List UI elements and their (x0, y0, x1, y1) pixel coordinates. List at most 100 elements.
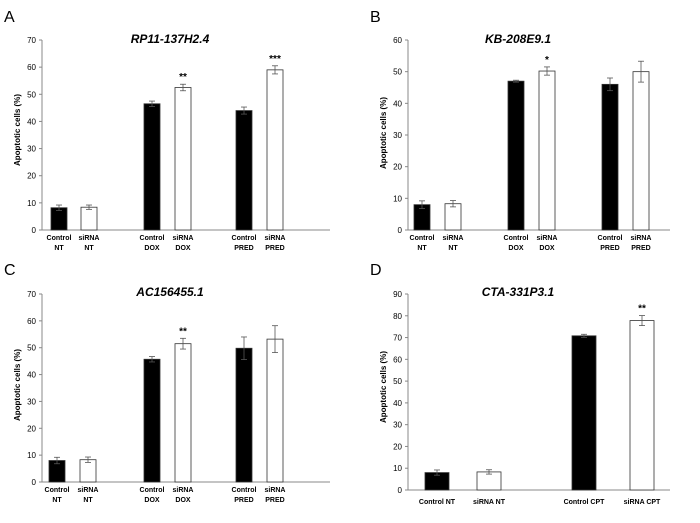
y-tick-label: 30 (27, 397, 36, 406)
panel-letter: D (370, 262, 382, 279)
y-tick-label: 0 (32, 226, 37, 235)
category-label: PRED (234, 497, 253, 504)
y-tick-label: 80 (393, 312, 402, 321)
bar-control (601, 83, 619, 231)
chart-panel-D: D CTA-331P3.1 Apoptotic cells (%) 0 10 20 30 40… (370, 262, 670, 506)
y-tick-label: 10 (27, 451, 36, 460)
category-label: Control (47, 235, 72, 242)
category-label: NT (448, 245, 458, 252)
y-axis-label: Apoptotic cells (%) (13, 94, 22, 166)
y-tick-label: 30 (393, 421, 402, 430)
y-tick-label: 60 (393, 355, 402, 364)
y-tick-label: 60 (27, 63, 36, 72)
bar-sirna (80, 206, 98, 231)
bar-sirna (266, 69, 284, 231)
category-label: DOX (508, 245, 524, 252)
category-label: NT (417, 245, 427, 252)
category-label: Control (232, 235, 257, 242)
category-label: siRNA (172, 487, 193, 494)
category-label: Control (598, 235, 623, 242)
category-label: Control (232, 487, 257, 494)
significance-label: * (545, 55, 549, 66)
y-tick-label: 60 (27, 317, 36, 326)
y-tick-label: 70 (27, 290, 36, 299)
category-label: NT (84, 245, 94, 252)
y-axis-label: Apoptotic cells (%) (13, 349, 22, 421)
bar-sirna (79, 459, 97, 483)
y-tick-label: 20 (393, 442, 402, 451)
category-label: NT (54, 245, 64, 252)
category-label: siRNA (536, 235, 557, 242)
category-label: siRNA (78, 235, 99, 242)
y-tick-label: 20 (27, 424, 36, 433)
y-tick-label: 50 (393, 377, 402, 386)
y-tick-label: 20 (27, 172, 36, 181)
category-label: PRED (234, 245, 253, 252)
significance-label: ** (179, 72, 187, 83)
bar-sirna (538, 70, 556, 231)
chart-title: RP11-137H2.4 (131, 32, 210, 46)
panel-letter: A (4, 9, 15, 26)
y-tick-label: 70 (393, 334, 402, 343)
category-label: NT (83, 497, 93, 504)
y-tick-label: 10 (393, 194, 402, 203)
category-label: siRNA (442, 235, 463, 242)
y-tick-label: 70 (27, 36, 36, 45)
y-tick-label: 40 (27, 117, 36, 126)
bar-control (143, 358, 161, 483)
panel-letter: C (4, 262, 16, 279)
category-label: siRNA (264, 235, 285, 242)
y-tick-label: 40 (393, 99, 402, 108)
bar-control (235, 347, 253, 483)
y-tick-label: 90 (393, 290, 402, 299)
chart-title: CTA-331P3.1 (482, 285, 555, 299)
category-label: Control (504, 235, 529, 242)
chart-panel-A: A RP11-137H2.4 Apoptotic cells (%) 0 10 20 30 4… (4, 9, 330, 252)
chart-title: AC156455.1 (135, 285, 204, 299)
bar-sirna (629, 320, 655, 491)
category-label: Control (45, 487, 70, 494)
y-tick-label: 10 (27, 199, 36, 208)
y-tick-label: 30 (27, 145, 36, 154)
significance-label: ** (179, 326, 187, 337)
bar-control (143, 103, 161, 231)
chart-panel-B: B KB-208E9.1 Apoptotic cells (%) 0 10 20 30 40 5… (370, 9, 670, 252)
category-label: PRED (265, 497, 284, 504)
y-tick-label: 60 (393, 36, 402, 45)
bar-control (571, 335, 597, 491)
y-tick-label: 50 (27, 90, 36, 99)
significance-label: ** (638, 304, 646, 315)
category-label: Control (140, 235, 165, 242)
category-label: PRED (631, 245, 650, 252)
category-label: Control (410, 235, 435, 242)
category-label: Control NT (419, 499, 456, 506)
category-label: siRNA NT (473, 499, 506, 506)
bar-sirna (174, 87, 192, 231)
category-label: siRNA (172, 235, 193, 242)
category-label: Control CPT (564, 499, 606, 506)
bar-sirna (174, 343, 192, 483)
category-label: DOX (144, 497, 160, 504)
category-label: siRNA (77, 487, 98, 494)
category-label: DOX (539, 245, 555, 252)
y-tick-label: 10 (393, 464, 402, 473)
category-label: siRNA (264, 487, 285, 494)
bar-control (507, 80, 525, 231)
bar-sirna (444, 203, 462, 231)
y-tick-label: 50 (393, 68, 402, 77)
bar-sirna (632, 71, 650, 231)
y-tick-label: 30 (393, 131, 402, 140)
bar-control (50, 207, 68, 231)
significance-label: *** (269, 54, 281, 65)
category-label: NT (52, 497, 62, 504)
category-label: siRNA (630, 235, 651, 242)
y-tick-label: 0 (32, 478, 37, 487)
category-label: siRNA CPT (624, 499, 661, 506)
bar-control (235, 110, 253, 231)
category-label: PRED (265, 245, 284, 252)
y-tick-label: 0 (398, 486, 403, 495)
category-label: DOX (175, 497, 191, 504)
chart-panel-C: C AC156455.1 Apoptotic cells (%) 0 10 20 30 40 5… (4, 262, 330, 504)
bar-sirna (266, 338, 284, 483)
